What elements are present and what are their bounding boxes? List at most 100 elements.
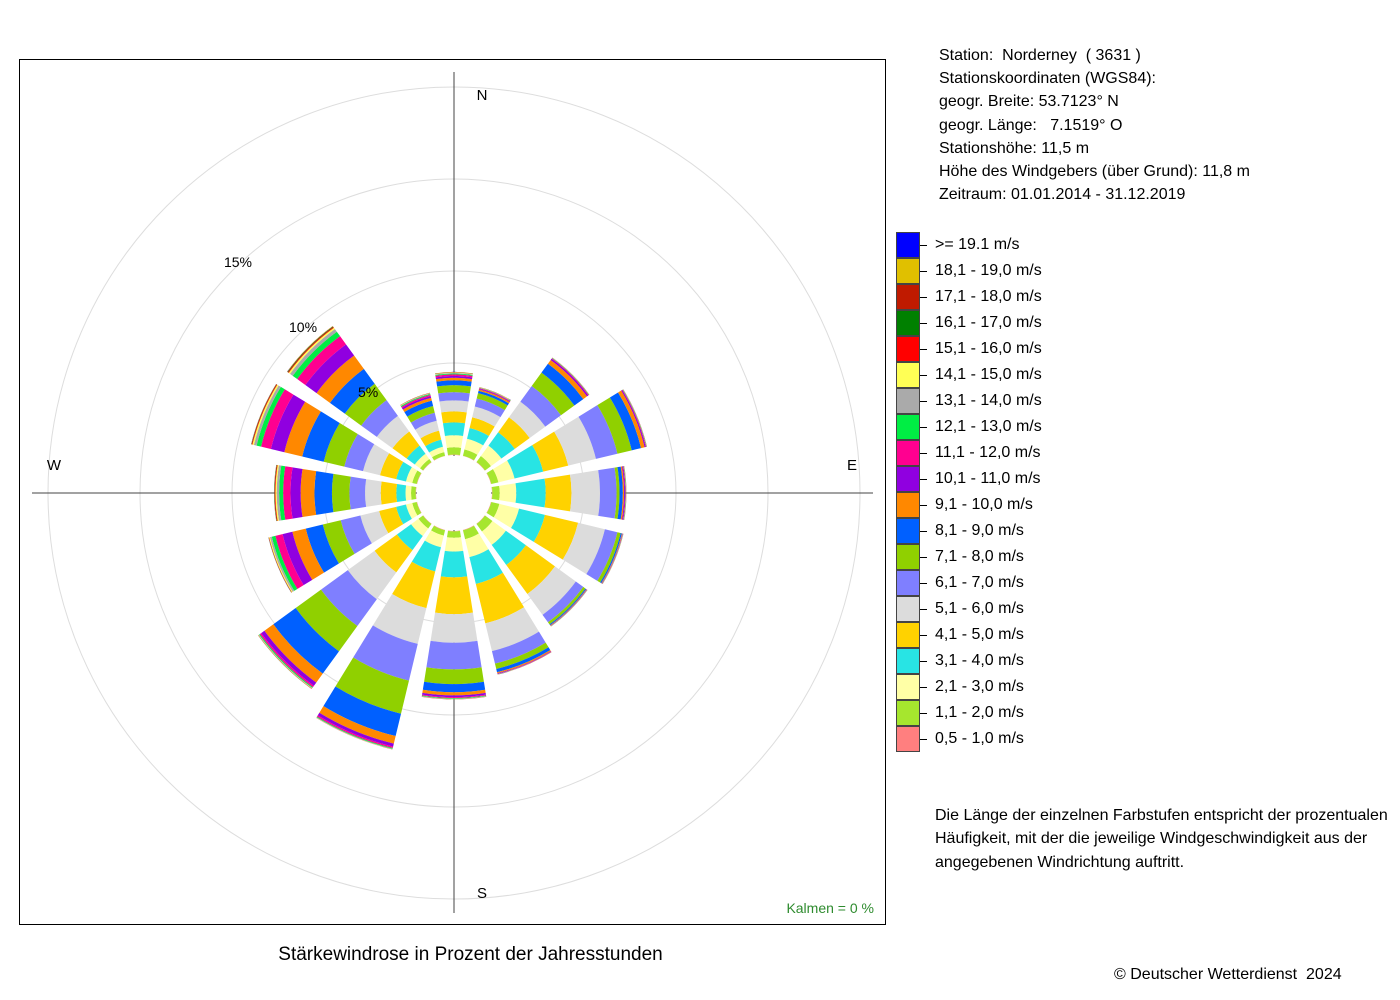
segment-S-class-17 <box>421 696 487 700</box>
segment-S-class-16 <box>421 696 487 700</box>
segment-SW-class-6 <box>347 550 397 600</box>
segment-WNW-class-12 <box>261 389 294 450</box>
legend-swatch <box>896 622 920 648</box>
segment-S-class-14 <box>421 696 487 699</box>
segment-NW-class-6 <box>376 415 410 449</box>
sector-WSW <box>268 501 422 593</box>
segment-SSE-class-6 <box>485 607 539 652</box>
segment-SE-class-2 <box>476 515 493 532</box>
segment-SSE-class-3 <box>465 533 489 558</box>
segment-S-class-2 <box>446 530 462 538</box>
sector-SSE <box>462 525 552 675</box>
segment-W-class-5 <box>380 481 398 505</box>
segment-S-class-13 <box>421 695 487 699</box>
segment-ESE-class-3 <box>493 503 520 528</box>
segment-E-class-14 <box>623 466 627 520</box>
legend-item: 2,1 - 3,0 m/s <box>896 674 1196 700</box>
sector-ESE <box>486 501 624 585</box>
segment-S-class-11 <box>422 692 486 698</box>
legend-item: 12,1 - 13,0 m/s <box>896 414 1196 440</box>
legend-tick <box>920 479 927 480</box>
segment-WNW-class-3 <box>405 467 418 483</box>
segment-WSW-class-6 <box>360 510 389 544</box>
copyright: © Deutscher Wetterdienst 2024 <box>1114 966 1342 983</box>
legend-label: 2,1 - 3,0 m/s <box>935 678 1024 695</box>
legend-tick <box>920 661 927 662</box>
segment-W-class-19 <box>274 464 277 522</box>
segment-NNE-class-8 <box>476 393 508 411</box>
segment-SW-class-1 <box>422 515 432 525</box>
longitude: geogr. Länge: 7.1519° O <box>939 116 1123 134</box>
segment-WSW-class-13 <box>271 535 298 591</box>
segment-S-class-3 <box>444 537 464 552</box>
segment-NW-class-12 <box>297 336 347 386</box>
segment-E-class-3 <box>499 483 517 503</box>
legend-label: 4,1 - 5,0 m/s <box>935 626 1024 643</box>
segment-WNW-class-14 <box>253 385 281 446</box>
windrose-plot-frame: 5% 10% 15% N E S W Kalmen = 0 % <box>19 59 886 925</box>
legend-item: 18,1 - 19,0 m/s <box>896 258 1196 284</box>
segment-W-class-14 <box>276 465 282 521</box>
legend-label: 7,1 - 8,0 m/s <box>935 548 1024 565</box>
segment-ENE-class-7 <box>578 405 618 459</box>
legend-tick <box>920 505 927 506</box>
segment-W-class-18 <box>274 464 277 522</box>
segment-NNE-class-6 <box>472 406 501 427</box>
legend-tick <box>920 323 927 324</box>
segment-E-class-9 <box>617 466 623 520</box>
legend-swatch <box>896 284 920 310</box>
latitude: geogr. Breite: 53.7123° N <box>939 93 1119 111</box>
legend-tick <box>920 583 927 584</box>
segment-NE-class-9 <box>541 363 584 406</box>
segment-NNE-class-1 <box>462 455 475 461</box>
legend-item: 5,1 - 6,0 m/s <box>896 596 1196 622</box>
legend-tick <box>920 453 927 454</box>
segment-SSW-class-11 <box>317 712 394 747</box>
legend-swatch <box>896 388 920 414</box>
segment-S-class-19 <box>421 696 487 700</box>
segment-E-class-18 <box>624 466 627 520</box>
legend-swatch <box>896 674 920 700</box>
segment-WNW-class-9 <box>302 411 340 462</box>
segment-NNE-class-2 <box>462 449 478 461</box>
segment-E-class-4 <box>515 478 546 508</box>
segment-N-class-5 <box>441 411 467 424</box>
segment-E-class-15 <box>624 466 627 520</box>
radial-tick-label: 10% <box>289 319 317 335</box>
segment-NW-class-3 <box>414 453 430 469</box>
chart-title: Stärkewindrose in Prozent der Jahresstun… <box>278 944 663 965</box>
segment-N-class-6 <box>439 400 469 413</box>
segment-WSW-class-8 <box>322 520 355 564</box>
segment-WSW-class-1 <box>416 501 422 514</box>
legend-label: 0,5 - 1,0 m/s <box>935 730 1024 747</box>
segment-NNW-class-5 <box>420 430 442 447</box>
legend-tick <box>920 635 927 636</box>
legend-label: 18,1 - 19,0 m/s <box>935 262 1042 279</box>
legend-item: 14,1 - 15,0 m/s <box>896 362 1196 388</box>
segment-SSE-class-2 <box>462 525 479 540</box>
segment-E-class-6 <box>570 470 601 516</box>
legend-swatch <box>896 440 920 466</box>
segment-NE-class-6 <box>508 401 546 439</box>
segment-NNW-class-10 <box>402 397 432 412</box>
segment-WNW-class-7 <box>344 434 375 472</box>
segment-SW-class-3 <box>411 518 429 536</box>
segment-E-class-19 <box>624 466 627 520</box>
segment-NNE-class-9 <box>477 390 509 406</box>
segment-W-class-16 <box>274 464 278 522</box>
legend-swatch <box>896 336 920 362</box>
segment-NW-class-9 <box>329 368 375 414</box>
segment-W-class-3 <box>405 485 412 501</box>
segment-SE-class-3 <box>481 520 506 545</box>
segment-SW-class-7 <box>320 570 377 627</box>
segment-SW-class-2 <box>418 515 432 529</box>
segment-SSW-class-7 <box>353 625 418 681</box>
legend-label: 5,1 - 6,0 m/s <box>935 600 1024 617</box>
legend-label: 13,1 - 14,0 m/s <box>935 392 1042 409</box>
segment-N-class-19 <box>435 371 473 374</box>
segment-NW-class-7 <box>361 400 398 437</box>
segment-ENE-class-6 <box>554 416 596 466</box>
sector-E <box>491 466 627 520</box>
segment-SSE-class-10 <box>497 650 551 674</box>
legend-item: 9,1 - 10,0 m/s <box>896 492 1196 518</box>
